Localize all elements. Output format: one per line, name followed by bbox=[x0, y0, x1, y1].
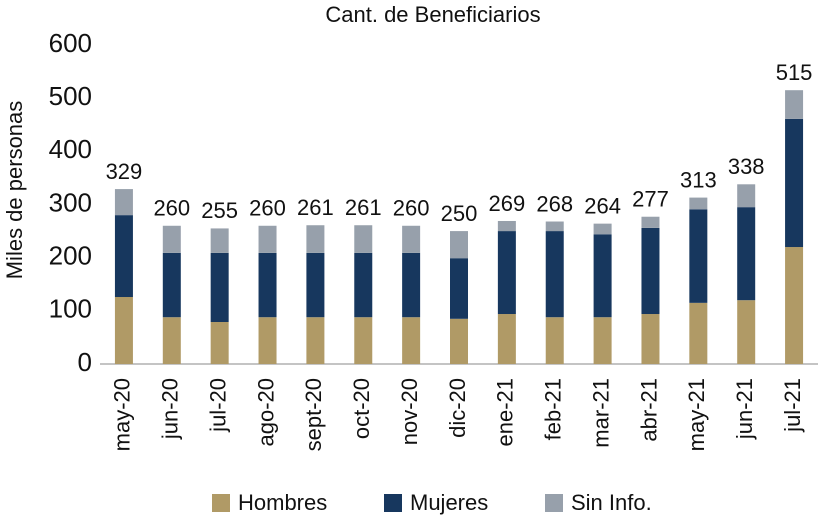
bar-segment bbox=[114, 215, 133, 298]
x-tick-label: jul-20 bbox=[205, 378, 230, 433]
bar-segment bbox=[306, 317, 325, 364]
bar-segment bbox=[545, 231, 564, 318]
x-tick-label: dic-20 bbox=[445, 378, 470, 438]
total-label: 264 bbox=[584, 193, 621, 218]
x-tick-label: jun-20 bbox=[158, 378, 183, 440]
y-tick-label: 300 bbox=[49, 187, 92, 217]
bar-segment bbox=[689, 209, 708, 303]
total-label: 329 bbox=[106, 159, 143, 184]
bar-segment bbox=[210, 228, 229, 253]
x-tick-label: ago-20 bbox=[253, 378, 278, 447]
total-label: 255 bbox=[201, 198, 238, 223]
y-tick-label: 0 bbox=[78, 347, 92, 377]
bar-segment bbox=[545, 221, 564, 232]
bar-segment bbox=[210, 252, 229, 322]
bar-segment bbox=[497, 220, 516, 232]
bar-segment bbox=[258, 225, 277, 253]
legend-swatch bbox=[384, 494, 402, 512]
total-label: 515 bbox=[776, 60, 813, 85]
bar-segment bbox=[114, 297, 133, 364]
x-tick-label: feb-21 bbox=[541, 378, 566, 440]
bar-segment bbox=[450, 231, 468, 259]
bar-segment bbox=[162, 317, 181, 364]
total-label: 260 bbox=[153, 196, 190, 221]
bar-segment bbox=[785, 90, 804, 119]
total-label: 261 bbox=[345, 195, 382, 220]
x-tick-label: oct-20 bbox=[349, 378, 374, 439]
bar-segment bbox=[402, 225, 421, 253]
x-tick-label: may-21 bbox=[684, 378, 709, 451]
chart-title: Cant. de Beneficiarios bbox=[325, 2, 540, 27]
bar-segment bbox=[210, 321, 229, 364]
y-tick-label: 600 bbox=[49, 28, 92, 58]
x-tick-label: mar-21 bbox=[588, 378, 613, 448]
y-tick-label: 100 bbox=[49, 294, 92, 324]
bar-segment bbox=[593, 223, 612, 235]
bar-segment bbox=[162, 225, 181, 253]
x-tick-label: ene-21 bbox=[493, 378, 518, 447]
total-label: 260 bbox=[393, 196, 430, 221]
total-label: 261 bbox=[297, 195, 334, 220]
bar-segment bbox=[593, 234, 612, 318]
bar-segment bbox=[785, 118, 804, 248]
y-tick-label: 400 bbox=[49, 134, 92, 164]
x-tick-label: may-20 bbox=[110, 378, 135, 451]
total-label: 277 bbox=[632, 187, 669, 212]
bar-segment bbox=[545, 317, 564, 364]
y-axis-label: Miles de personas bbox=[2, 101, 27, 280]
total-label: 269 bbox=[489, 191, 526, 216]
bar-segment bbox=[354, 252, 373, 318]
bar-segment bbox=[450, 258, 468, 319]
bar-segment bbox=[114, 189, 133, 216]
x-tick-label: jul-21 bbox=[780, 378, 805, 433]
x-tick-label: abr-21 bbox=[636, 378, 661, 442]
bar-segment bbox=[402, 317, 421, 364]
bar-segment bbox=[306, 252, 325, 318]
legend-label: Hombres bbox=[238, 490, 327, 515]
legend-label: Mujeres bbox=[410, 490, 488, 515]
x-tick-label: jun-21 bbox=[732, 378, 757, 440]
total-label: 250 bbox=[441, 201, 478, 226]
legend-swatch bbox=[212, 494, 230, 512]
bar-segment bbox=[402, 252, 421, 318]
legend-swatch bbox=[545, 494, 563, 512]
bar-segment bbox=[737, 184, 756, 208]
bar-segment bbox=[497, 314, 516, 364]
bar-segment bbox=[737, 300, 756, 364]
bar-segment bbox=[354, 317, 373, 364]
bar-segment bbox=[641, 314, 660, 364]
bar-segment bbox=[593, 317, 612, 364]
total-label: 260 bbox=[249, 196, 286, 221]
bar-segment bbox=[689, 302, 708, 364]
bar-segment bbox=[450, 318, 468, 364]
bar-segment bbox=[641, 227, 660, 315]
bar-segment bbox=[785, 247, 804, 364]
bar-segment bbox=[689, 197, 708, 210]
y-tick-label: 500 bbox=[49, 81, 92, 111]
total-label: 338 bbox=[728, 154, 765, 179]
total-label: 313 bbox=[680, 167, 717, 192]
bar-segment bbox=[258, 252, 277, 318]
bar-segment bbox=[258, 317, 277, 364]
bar-segment bbox=[641, 216, 660, 228]
bar-segment bbox=[162, 252, 181, 318]
bar-segment bbox=[354, 225, 373, 253]
legend-label: Sin Info. bbox=[571, 490, 652, 515]
bar-segment bbox=[737, 207, 756, 301]
bar-segment bbox=[306, 225, 325, 253]
bar-segment bbox=[497, 231, 516, 315]
y-tick-label: 200 bbox=[49, 241, 92, 271]
x-tick-label: nov-20 bbox=[397, 378, 422, 445]
x-tick-label: sept-20 bbox=[301, 378, 326, 451]
total-label: 268 bbox=[536, 191, 573, 216]
